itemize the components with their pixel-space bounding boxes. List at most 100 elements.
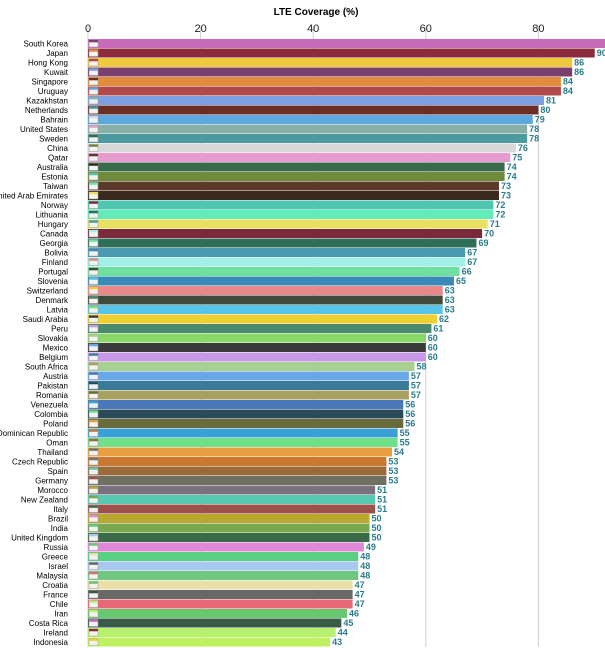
category-label: Lithuania — [36, 210, 69, 219]
category-label: United States — [20, 125, 68, 134]
category-label: Greece — [42, 552, 69, 561]
category-label: Uruguay — [38, 87, 68, 96]
category-label: Costa Rica — [29, 619, 69, 628]
bar — [88, 143, 516, 153]
value-label: 72 — [495, 210, 505, 220]
value-label: 60 — [428, 343, 438, 353]
value-label: 69 — [478, 238, 488, 248]
category-label: Slovakia — [38, 334, 69, 343]
value-label: 73 — [501, 181, 511, 191]
flag-stripe — [89, 600, 98, 603]
bar — [88, 96, 545, 105]
bar — [88, 466, 387, 476]
value-label: 80 — [540, 105, 550, 115]
category-label: Sweden — [39, 134, 68, 143]
bar — [88, 628, 336, 637]
flag-stripe — [89, 439, 98, 442]
bar — [88, 352, 426, 362]
flag-stripe — [89, 220, 98, 223]
category-label: Malaysia — [36, 571, 68, 580]
flag-stripe — [89, 467, 98, 470]
flag-stripe — [89, 277, 98, 280]
value-label: 50 — [372, 533, 382, 543]
flag-stripe — [89, 553, 98, 556]
flag-stripe — [89, 458, 98, 461]
value-label: 44 — [338, 628, 348, 638]
bar — [88, 257, 466, 267]
chart-title: LTE Coverage (%) — [274, 7, 359, 18]
bars — [88, 39, 605, 647]
value-label: 51 — [377, 485, 387, 495]
bar — [88, 637, 331, 647]
flag-stripe — [89, 515, 98, 518]
flag-stripe — [89, 629, 98, 632]
category-label: Kuwait — [44, 68, 69, 77]
category-label: New Zealand — [21, 495, 68, 504]
flag-stripe — [89, 192, 98, 195]
flag-stripe — [89, 230, 98, 233]
bar — [88, 219, 488, 229]
bar — [88, 305, 443, 314]
flag-stripe — [89, 591, 98, 594]
value-label: 86 — [574, 58, 584, 68]
value-label: 56 — [405, 419, 415, 429]
category-label: United Kingdom — [11, 533, 68, 542]
flag-stripe — [89, 486, 98, 489]
value-label: 50 — [372, 514, 382, 524]
category-label: Venezuela — [31, 400, 69, 409]
bar — [88, 39, 605, 48]
value-label: 73 — [501, 191, 511, 201]
bar — [88, 343, 426, 352]
bar — [88, 267, 460, 276]
flag-stripe — [89, 534, 98, 537]
bar — [88, 495, 376, 504]
bar — [88, 447, 393, 457]
bar — [88, 552, 359, 561]
flag-stripe — [89, 97, 98, 100]
category-label: Czech Republic — [12, 457, 68, 466]
bar — [88, 134, 528, 143]
flag-stripe — [89, 173, 98, 176]
value-label: 56 — [405, 400, 415, 410]
bar — [88, 48, 595, 58]
category-label: Netherlands — [25, 106, 68, 115]
bar — [88, 276, 454, 286]
category-label: Romania — [36, 391, 69, 400]
flag-stripe — [89, 68, 98, 71]
bar — [88, 229, 483, 238]
flag-stripe — [89, 249, 98, 252]
bar — [88, 181, 499, 191]
value-label: 74 — [507, 172, 517, 182]
bar — [88, 590, 353, 599]
category-label: Belgium — [39, 353, 68, 362]
bar — [88, 172, 505, 181]
value-label: 63 — [445, 295, 455, 305]
category-label: Estonia — [41, 172, 68, 181]
flag-stripe — [89, 78, 98, 81]
bar — [88, 438, 398, 447]
flag-stripe — [89, 391, 98, 394]
flag-stripe — [89, 638, 98, 641]
value-label: 78 — [529, 124, 539, 134]
category-label: Poland — [43, 419, 68, 428]
value-label: 60 — [428, 333, 438, 343]
bar — [88, 200, 494, 210]
bar — [88, 115, 533, 124]
category-label: South Africa — [25, 362, 69, 371]
value-label: 47 — [355, 580, 365, 590]
value-label: 65 — [456, 276, 466, 286]
flag-stripe — [89, 116, 98, 119]
category-label: United Arab Emirates — [0, 191, 68, 200]
category-label: Singapore — [32, 77, 69, 86]
value-label: 48 — [360, 561, 370, 571]
bar — [88, 286, 443, 295]
bar — [88, 191, 499, 200]
flag-stripe — [89, 410, 98, 413]
flag-stripe — [89, 325, 98, 328]
category-label: Dominican Republic — [0, 429, 68, 438]
category-label: Switzerland — [27, 286, 68, 295]
flag-stripe — [89, 239, 98, 242]
category-label: Indonesia — [33, 638, 68, 647]
category-label: Finland — [42, 258, 68, 267]
category-label: Qatar — [48, 153, 68, 162]
